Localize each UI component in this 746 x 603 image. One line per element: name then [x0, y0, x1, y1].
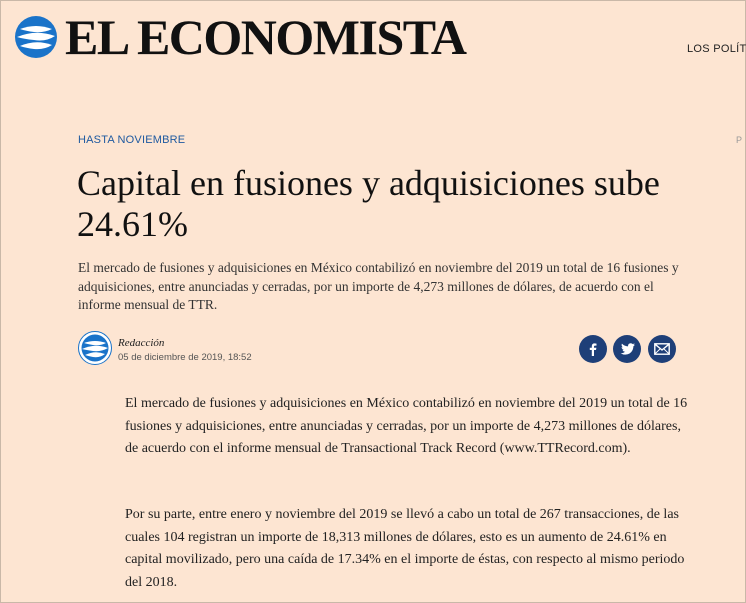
site-logo-text[interactable]: EL ECONOMISTA [65, 9, 467, 65]
globe-logo-icon[interactable] [14, 15, 58, 59]
publish-date: 05 de diciembre de 2019, 18:52 [118, 352, 252, 363]
share-twitter-button[interactable] [613, 335, 641, 363]
twitter-icon [620, 342, 635, 355]
author-name[interactable]: Redacción [118, 337, 165, 349]
article-paragraph: Por su parte, entre enero y noviembre de… [125, 507, 685, 590]
article-paragraph: El mercado de fusiones y adquisiciones e… [125, 396, 688, 456]
site-header: EL ECONOMISTA LOS POLÍTIC [1, 1, 746, 71]
edge-mark: P [736, 135, 743, 145]
facebook-icon [589, 343, 597, 356]
author-avatar-icon[interactable] [78, 331, 112, 365]
email-icon [654, 343, 670, 355]
share-facebook-button[interactable] [579, 335, 607, 363]
article-headline: Capital en fusiones y adquisiciones sube… [77, 163, 660, 244]
nav-link-politicos[interactable]: LOS POLÍTIC [687, 43, 746, 55]
article-summary: El mercado de fusiones y adquisiciones e… [78, 260, 679, 312]
share-email-button[interactable] [648, 335, 676, 363]
article-kicker[interactable]: HASTA NOVIEMBRE [78, 134, 186, 146]
